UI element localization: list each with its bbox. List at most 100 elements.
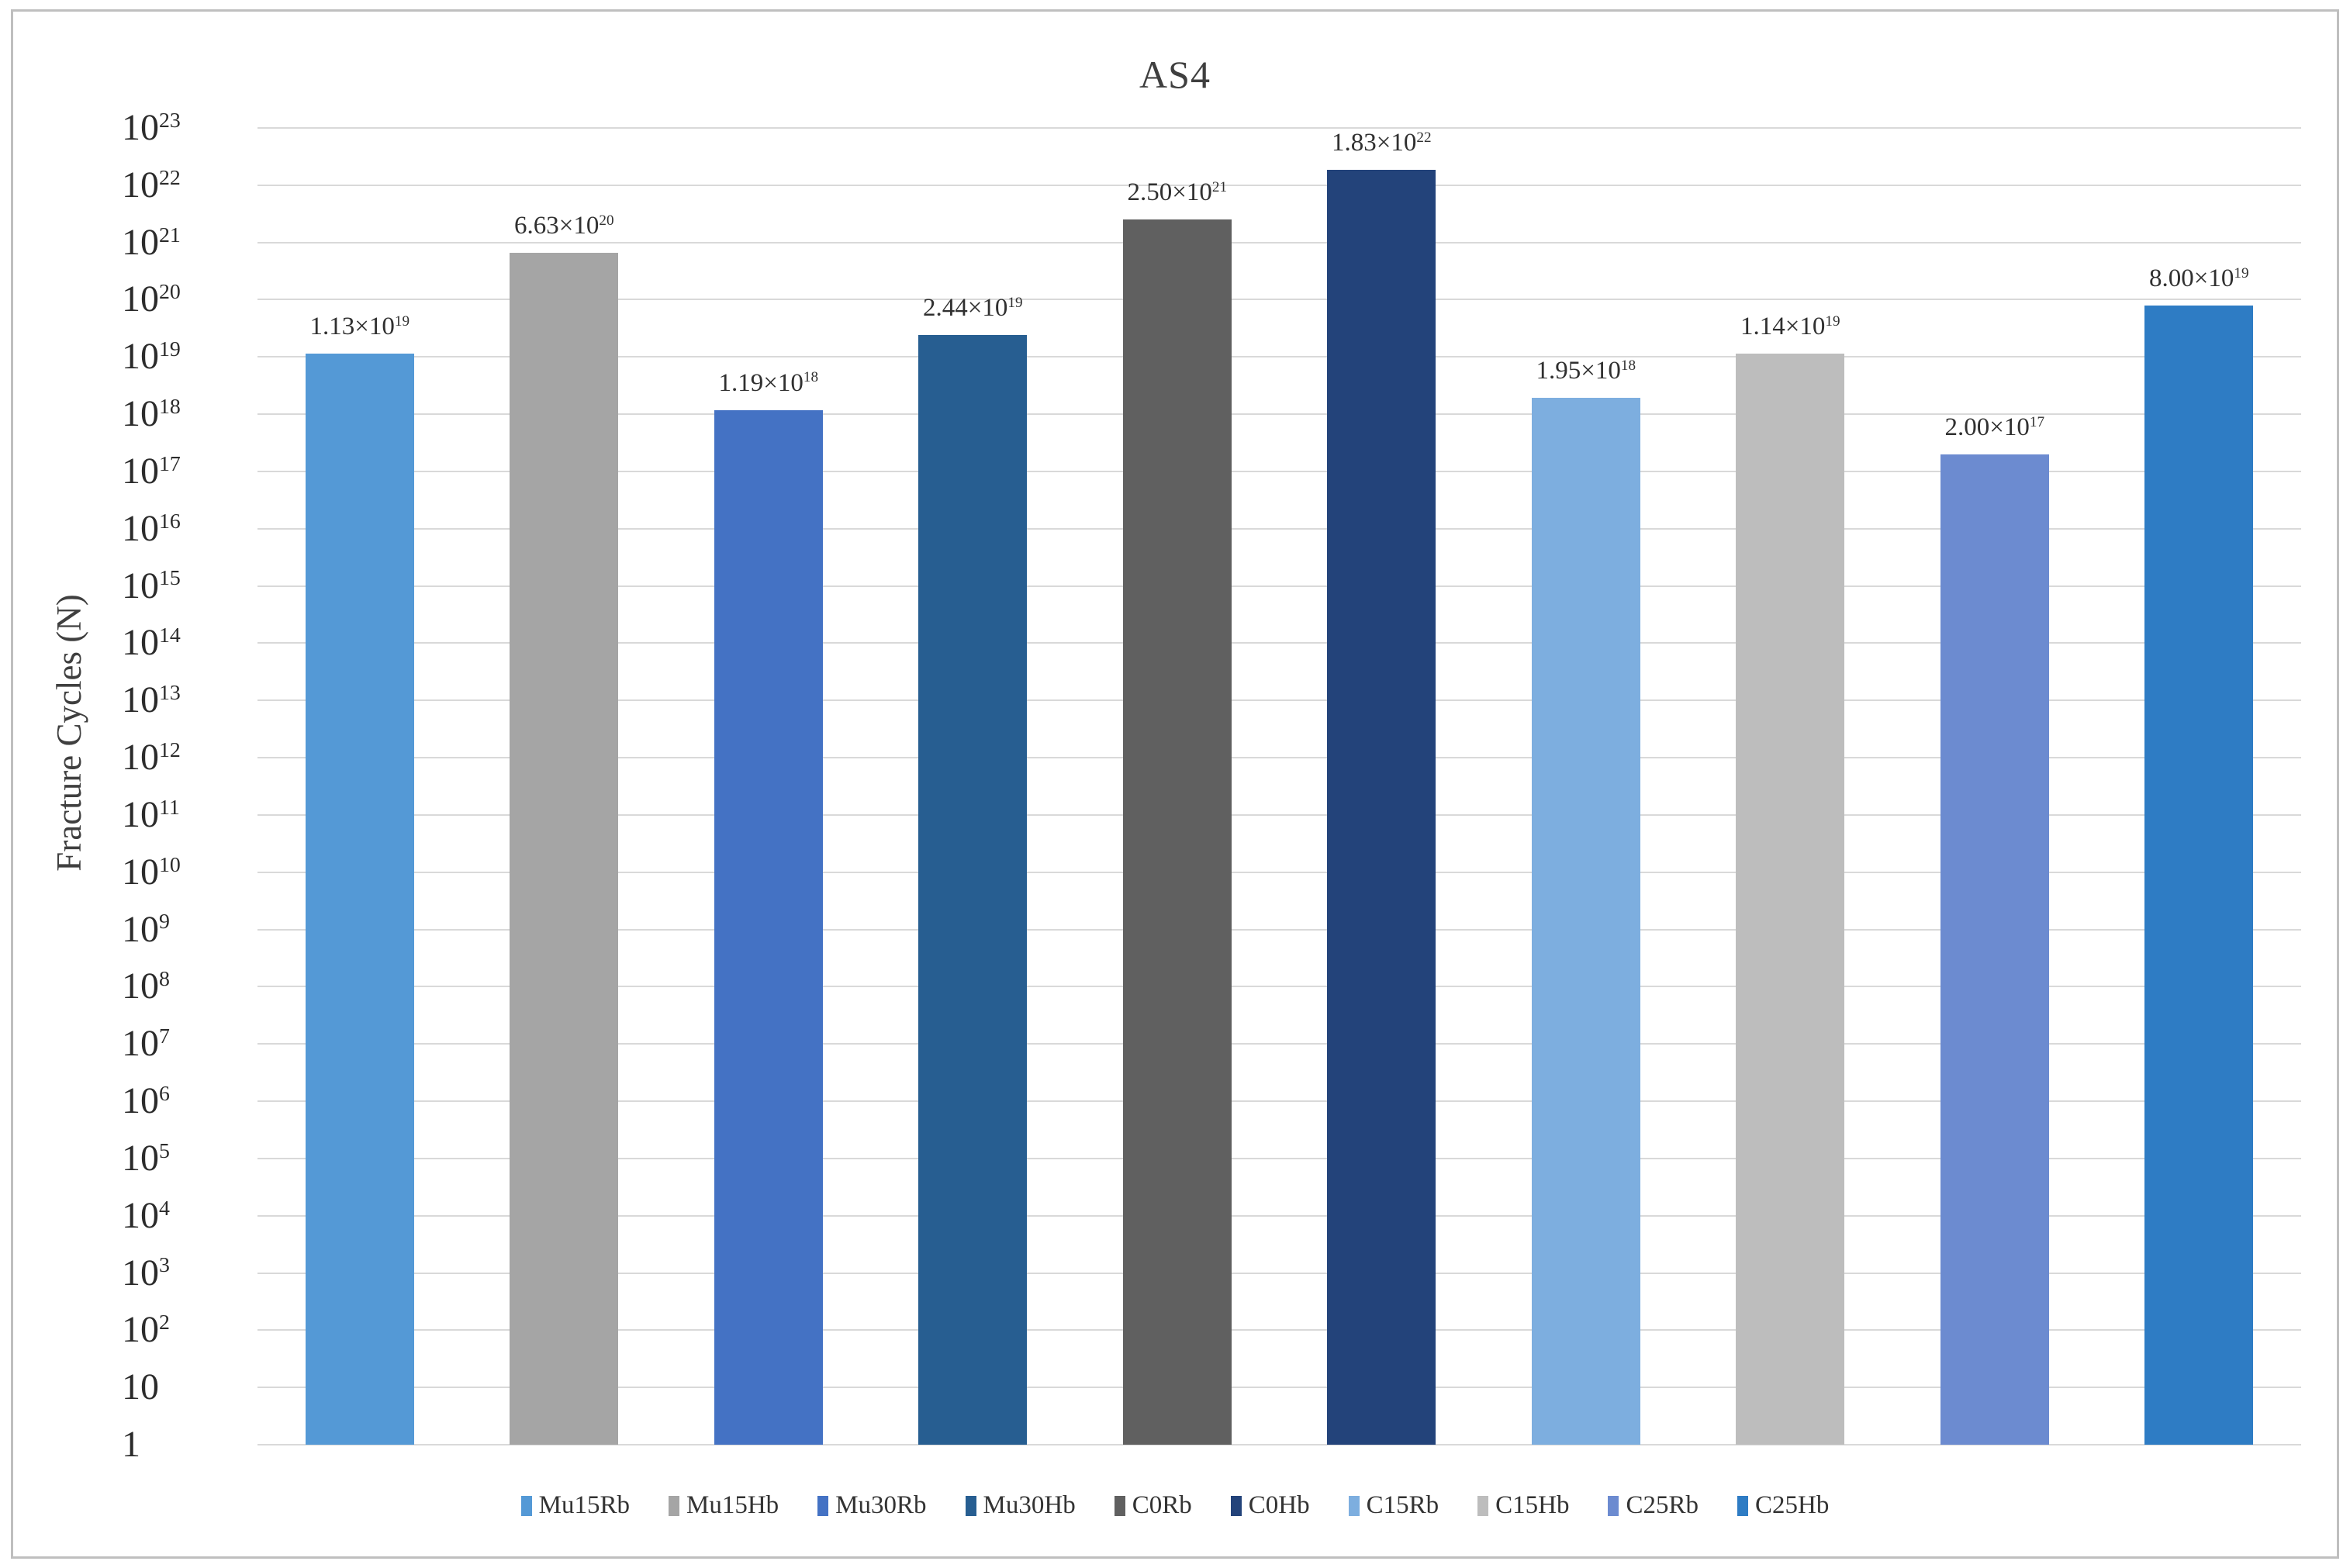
- y-tick-label: 105: [122, 1137, 170, 1179]
- bar-C15Rb: [1531, 397, 1640, 1445]
- gridline: [257, 184, 2301, 186]
- legend-swatch: [669, 1495, 679, 1516]
- gridline: [257, 1387, 2301, 1389]
- gridline: [257, 413, 2301, 416]
- exponent: 18: [1620, 357, 1636, 374]
- exponent: 19: [394, 313, 410, 330]
- gridline: [257, 1043, 2301, 1045]
- bar-slot: 1.83×1022: [1280, 128, 1484, 1445]
- exponent: 11: [159, 795, 180, 820]
- exponent: 18: [803, 369, 818, 386]
- gridline: [257, 699, 2301, 702]
- bar-Mu30Rb: [714, 409, 823, 1445]
- gridline: [257, 585, 2301, 587]
- y-tick-label: 102: [122, 1309, 170, 1351]
- exponent: 3: [159, 1253, 170, 1278]
- y-tick-label: 1018: [122, 393, 181, 435]
- legend-label: C0Rb: [1132, 1491, 1192, 1519]
- exponent: 22: [1416, 130, 1432, 147]
- bar-value-label: 2.00×1017: [1944, 413, 2045, 441]
- gridline: [257, 928, 2301, 931]
- legend-item-Mu15Rb: Mu15Rb: [520, 1491, 630, 1520]
- legend-label: C15Rb: [1366, 1491, 1439, 1519]
- y-tick-label: 1017: [122, 450, 181, 492]
- y-tick-label: 107: [122, 1023, 170, 1065]
- exponent: 20: [159, 280, 181, 305]
- legend-label: Mu15Rb: [538, 1491, 630, 1519]
- gridline: [257, 986, 2301, 988]
- bar-value-label: 1.95×1018: [1536, 356, 1636, 385]
- bar-C0Hb: [1327, 170, 1436, 1445]
- gridline: [257, 757, 2301, 759]
- bar-value-label: 1.83×1022: [1332, 129, 1432, 157]
- legend-label: C15Hb: [1495, 1491, 1570, 1519]
- bar-value-label: 8.00×1019: [2149, 264, 2249, 292]
- bar-value-label: 1.19×1018: [718, 368, 819, 397]
- y-axis-title: Fracture Cycles (N): [50, 594, 88, 872]
- exponent: 2: [159, 1311, 170, 1335]
- gridline: [257, 241, 2301, 243]
- gridline: [257, 470, 2301, 472]
- y-tick-label: 1022: [122, 164, 181, 205]
- y-tick-label: 103: [122, 1252, 170, 1293]
- exponent: 13: [159, 681, 181, 706]
- legend-swatch: [1737, 1495, 1749, 1516]
- exponent: 17: [159, 451, 181, 476]
- gridline: [257, 1100, 2301, 1103]
- exponent: 21: [159, 223, 181, 247]
- gridline: [257, 356, 2301, 358]
- chart-frame: AS4 Fracture Cycles (N) 1.13×1019 6.63×10…: [11, 9, 2339, 1559]
- legend-swatch: [520, 1495, 532, 1516]
- exponent: 7: [159, 1024, 170, 1049]
- exponent: 15: [159, 566, 181, 591]
- gridline: [257, 299, 2301, 301]
- y-tick-label: 1014: [122, 622, 181, 664]
- gridline: [257, 527, 2301, 530]
- exponent: 8: [159, 967, 170, 992]
- exponent: 4: [159, 1196, 170, 1221]
- y-tick-label: 1015: [122, 565, 181, 606]
- legend-label: Mu15Hb: [686, 1491, 779, 1519]
- gridline: [257, 1272, 2301, 1274]
- exponent: 6: [159, 1081, 170, 1106]
- bar-Mu30Hb: [918, 334, 1028, 1445]
- exponent: 10: [159, 852, 181, 877]
- gridline: [257, 642, 2301, 644]
- y-tick-label: 1010: [122, 851, 181, 893]
- y-tick-label: 104: [122, 1194, 170, 1236]
- legend: Mu15Rb Mu15Hb Mu30Rb Mu30Hb C0Rb C0Hb C15Rb C15…: [13, 1491, 2337, 1520]
- exponent: 17: [2029, 413, 2044, 430]
- exponent: 19: [1007, 294, 1023, 311]
- bar-slot: 1.95×1018: [1484, 128, 1688, 1445]
- legend-item-C0Hb: C0Hb: [1230, 1491, 1310, 1520]
- gridline: [257, 1214, 2301, 1217]
- bar-Mu15Hb: [510, 252, 619, 1445]
- exponent: 19: [1825, 313, 1840, 330]
- gridline: [257, 871, 2301, 873]
- gridline: [257, 1444, 2301, 1445]
- legend-item-Mu30Hb: Mu30Hb: [965, 1491, 1076, 1520]
- exponent: 21: [1211, 179, 1227, 196]
- y-tick-label: 1023: [122, 107, 181, 148]
- exponent: 22: [159, 165, 181, 190]
- y-tick-label: 1011: [122, 793, 180, 835]
- y-tick-label: 108: [122, 965, 170, 1007]
- gridline: [257, 1157, 2301, 1159]
- gridline: [257, 1329, 2301, 1331]
- gridline: [257, 127, 2301, 129]
- legend-item-C25Rb: C25Rb: [1608, 1491, 1699, 1520]
- bar-value-label: 1.13×1019: [309, 313, 410, 341]
- exponent: 14: [159, 623, 181, 648]
- y-tick-label: 1012: [122, 737, 181, 779]
- legend-item-C25Hb: C25Hb: [1737, 1491, 1829, 1520]
- bar-slot: 6.63×1020: [462, 128, 667, 1445]
- bar-value-label: 6.63×1020: [514, 211, 614, 240]
- bar-slot: 1.19×1018: [666, 128, 871, 1445]
- legend-swatch: [1230, 1495, 1242, 1516]
- exponent: 23: [159, 108, 181, 133]
- legend-swatch: [817, 1495, 829, 1516]
- y-tick-label: 109: [122, 908, 170, 950]
- exponent: 19: [159, 337, 181, 362]
- bar-C25Rb: [1940, 454, 2049, 1445]
- bar-slot: 1.13×1019: [257, 128, 462, 1445]
